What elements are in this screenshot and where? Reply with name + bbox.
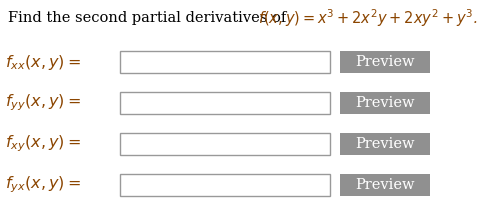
Bar bbox=[120, 51, 330, 73]
Bar bbox=[120, 174, 330, 196]
Text: Preview: Preview bbox=[355, 96, 415, 110]
Bar bbox=[340, 92, 430, 114]
Text: $f_{yx}(x, y) = $: $f_{yx}(x, y) = $ bbox=[5, 175, 81, 195]
Text: Preview: Preview bbox=[355, 178, 415, 192]
Bar bbox=[120, 133, 330, 155]
Text: $f(x, y) = x^3 + 2x^2y + 2xy^2 + y^3$.: $f(x, y) = x^3 + 2x^2y + 2xy^2 + y^3$. bbox=[258, 7, 478, 29]
Text: $f_{xx}(x, y) = $: $f_{xx}(x, y) = $ bbox=[5, 52, 81, 71]
Bar bbox=[120, 92, 330, 114]
Text: Find the second partial derivatives of: Find the second partial derivatives of bbox=[8, 11, 291, 25]
Bar bbox=[340, 51, 430, 73]
Bar bbox=[340, 174, 430, 196]
Bar bbox=[340, 133, 430, 155]
Text: Preview: Preview bbox=[355, 55, 415, 69]
Text: $f_{xy}(x, y) = $: $f_{xy}(x, y) = $ bbox=[5, 134, 81, 154]
Text: Preview: Preview bbox=[355, 137, 415, 151]
Text: $f_{yy}(x, y) = $: $f_{yy}(x, y) = $ bbox=[5, 93, 81, 113]
